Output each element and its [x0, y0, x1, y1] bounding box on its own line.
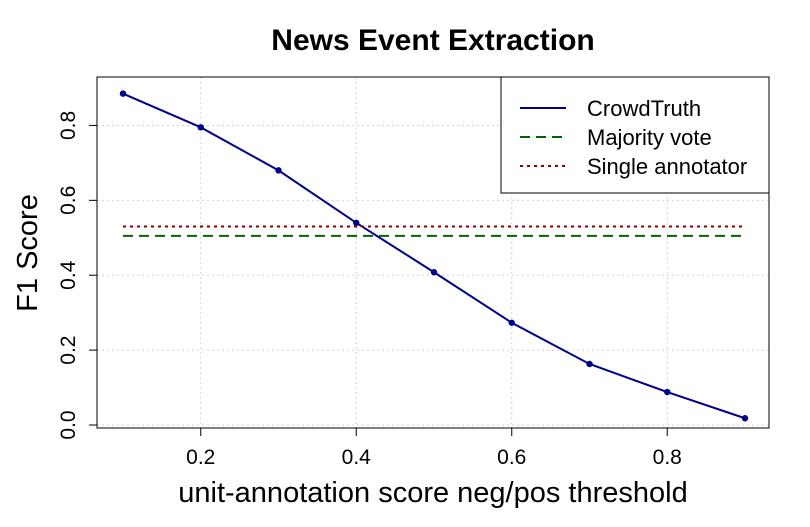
legend-label-crowdtruth: CrowdTruth: [587, 96, 701, 121]
plot-area: [119, 90, 749, 422]
point-crowdtruth-3: [353, 219, 360, 226]
y-tick-label-0: 0.0: [57, 410, 80, 439]
point-crowdtruth-0: [119, 90, 127, 97]
legend-label-majority-vote: Majority vote: [587, 125, 712, 150]
legend-box: [500, 76, 770, 194]
legend: CrowdTruth Majority vote Single annotator: [500, 76, 770, 194]
y-tick-label-4: 0.8: [57, 111, 80, 140]
x-tick-label-2: 0.6: [497, 446, 526, 469]
plot-frame: [96, 76, 770, 429]
legend-label-single-annotator: Single annotator: [587, 154, 747, 179]
chart-title: News Event Extraction: [271, 24, 594, 57]
point-crowdtruth-2: [275, 167, 282, 174]
x-tick-label-0: 0.2: [186, 446, 215, 469]
point-crowdtruth-5: [508, 319, 515, 326]
x-tick-label-3: 0.8: [653, 446, 682, 469]
y-axis-label: F1 Score: [12, 194, 44, 312]
y-tick-label-3: 0.6: [57, 186, 80, 215]
y-tick-label-1: 0.2: [57, 336, 80, 365]
y-tick-label-2: 0.4: [57, 260, 80, 290]
point-crowdtruth-4: [430, 269, 438, 276]
point-crowdtruth-7: [664, 388, 671, 396]
y-axis: 0.0 0.2 0.4 0.6 0.8: [57, 111, 97, 440]
point-crowdtruth-8: [741, 415, 749, 422]
x-tick-label-1: 0.4: [342, 446, 372, 469]
x-axis: 0.2 0.4 0.6 0.8: [186, 428, 682, 469]
point-crowdtruth-1: [197, 124, 204, 131]
x-axis-label: unit-annotation score neg/pos threshold: [178, 477, 687, 509]
point-crowdtruth-6: [586, 360, 593, 368]
